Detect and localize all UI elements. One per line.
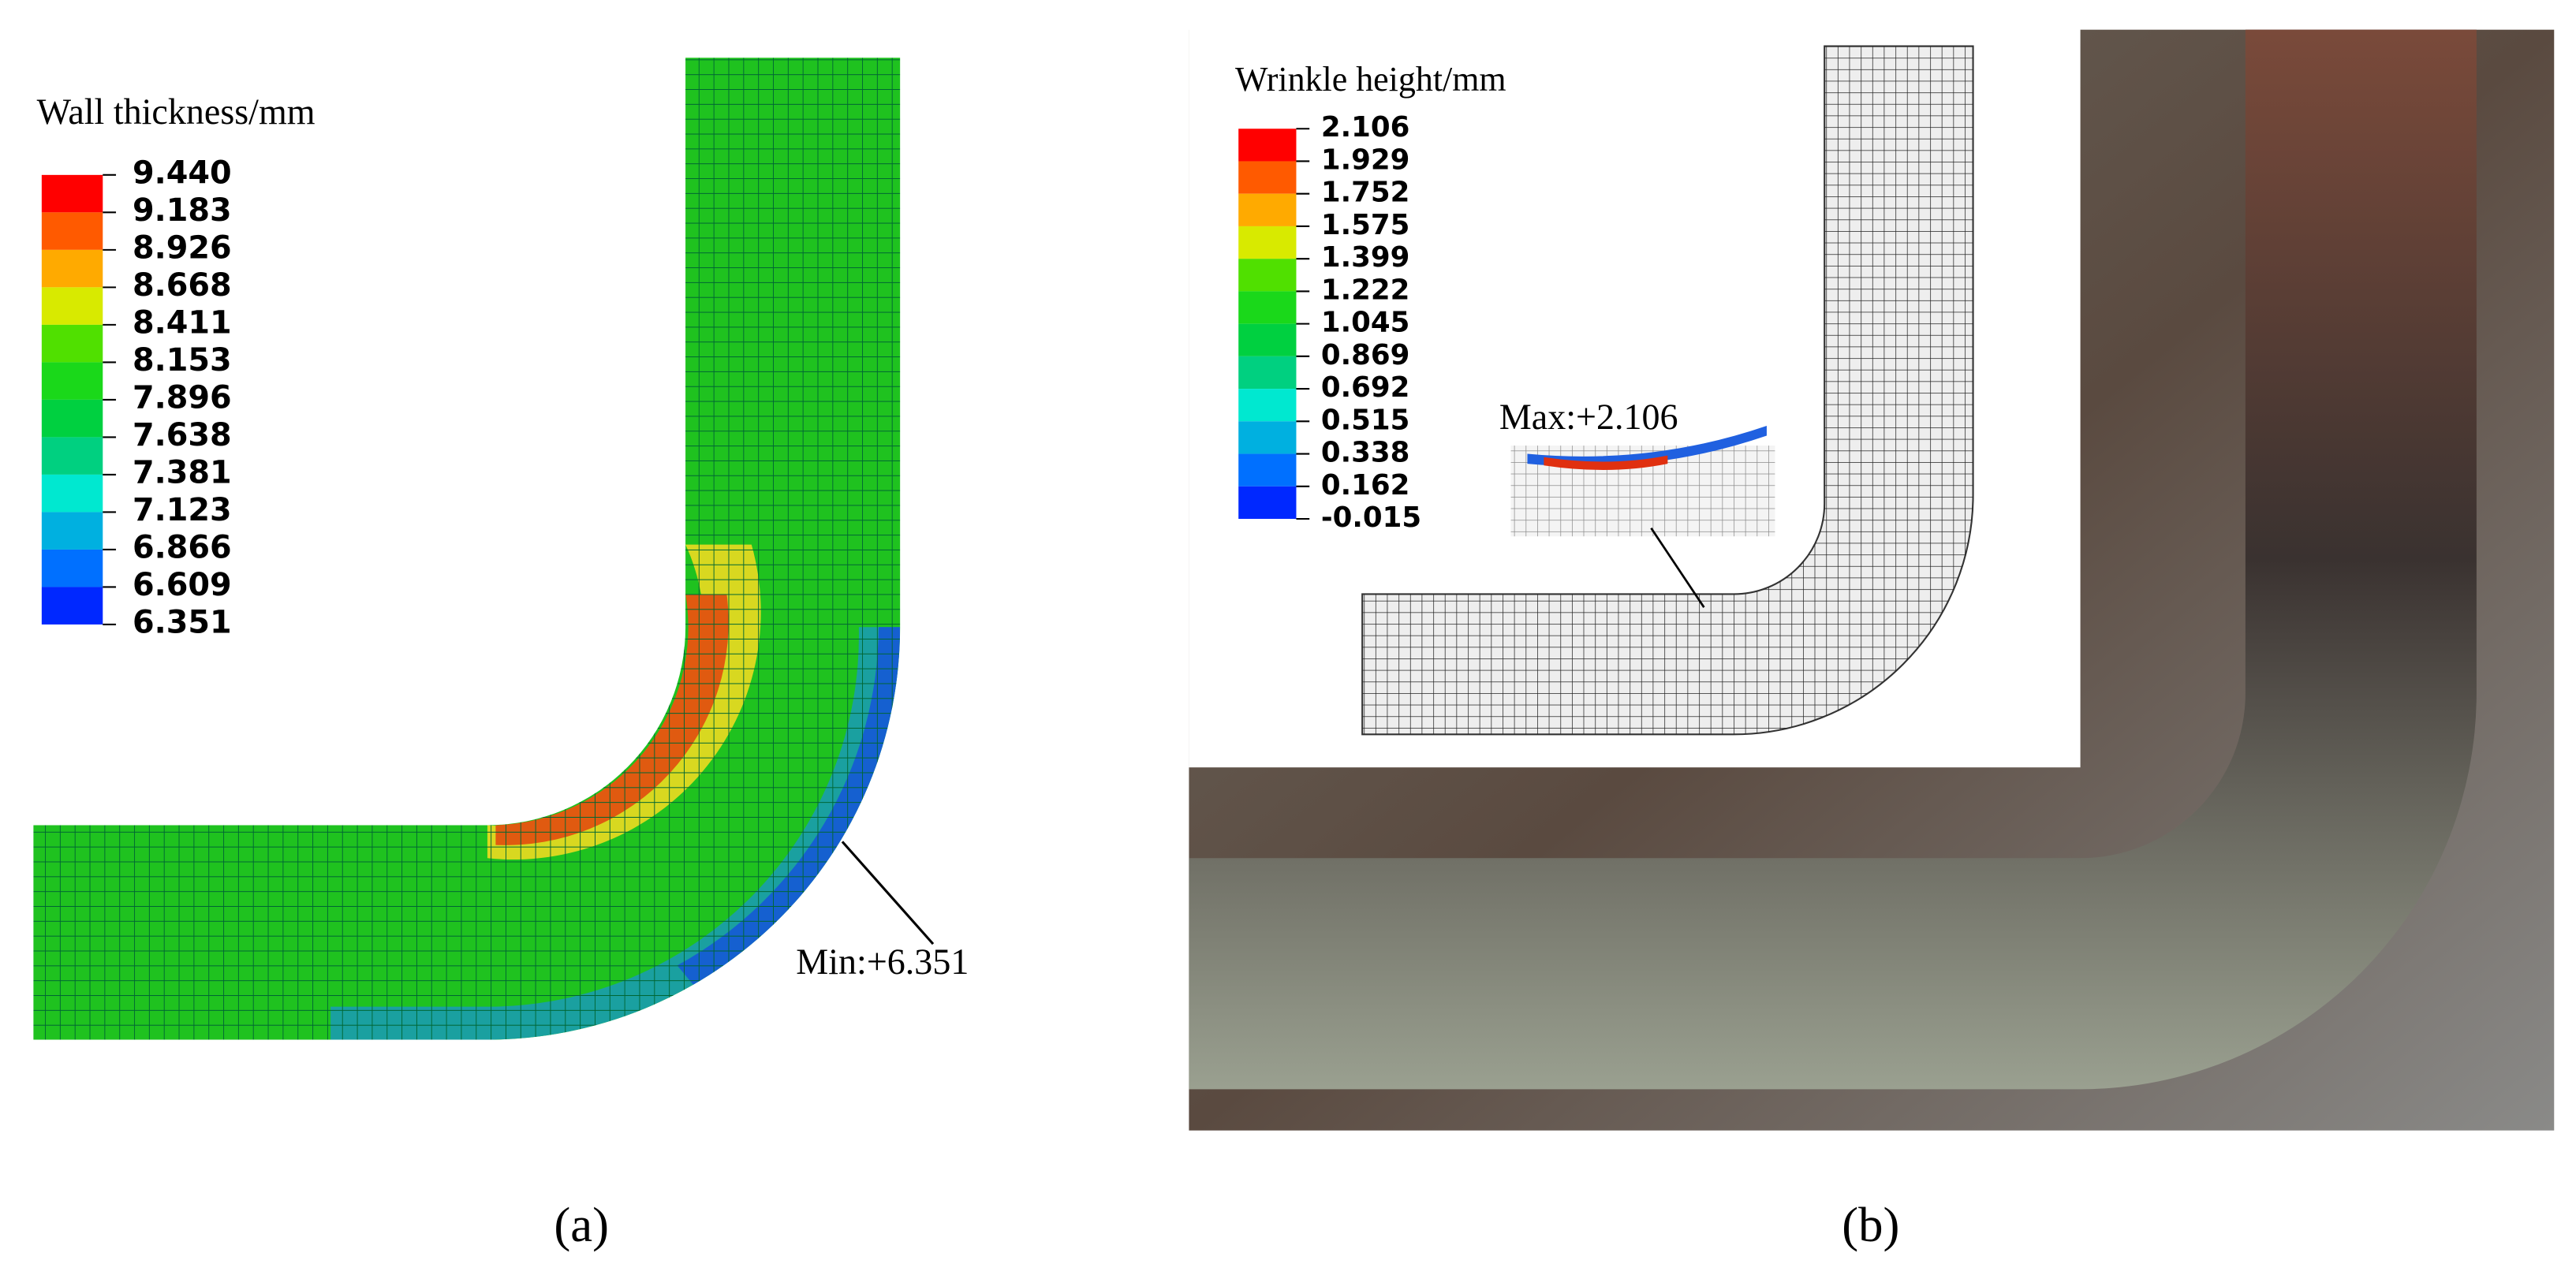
- legend-label: 8.153: [133, 342, 232, 378]
- legend-swatch: [1238, 291, 1297, 324]
- legend-label: 9.183: [133, 192, 232, 229]
- annotation: Max:+2.106: [1499, 397, 1678, 437]
- legend-swatch: [41, 399, 103, 438]
- legend-swatch: [41, 437, 103, 475]
- legend-swatch: [41, 512, 103, 550]
- legend: 2.1061.9291.7521.5751.3991.2221.0450.869…: [1238, 111, 1421, 534]
- caption: (a): [554, 1197, 609, 1252]
- legend-label: 8.668: [133, 267, 232, 304]
- legend-label: 1.575: [1321, 209, 1410, 241]
- legend-label: 7.123: [133, 492, 232, 528]
- legend-label: 0.162: [1321, 469, 1410, 502]
- legend-label: 8.411: [133, 304, 232, 341]
- annotation-leader: [841, 841, 935, 945]
- legend-swatch: [41, 324, 103, 363]
- legend-swatch: [41, 474, 103, 513]
- pipe-b: [1361, 45, 1974, 736]
- legend-swatch: [41, 362, 103, 400]
- legend-label: 1.752: [1321, 177, 1410, 209]
- legend-swatch: [1238, 259, 1297, 292]
- legend-swatch: [41, 287, 103, 325]
- legend: 9.4409.1838.9268.6688.4118.1537.8967.638…: [41, 155, 232, 640]
- legend-label: 0.692: [1321, 371, 1410, 404]
- legend-swatch: [1238, 323, 1297, 356]
- legend-label: 1.399: [1321, 241, 1410, 274]
- legend-swatch: [1238, 389, 1297, 422]
- legend-label: 6.351: [133, 604, 232, 640]
- legend-swatch: [41, 212, 103, 250]
- legend-label: -0.015: [1321, 502, 1421, 534]
- legend-swatch: [41, 174, 103, 213]
- legend-swatch: [1238, 421, 1297, 454]
- legend-label: 8.926: [133, 229, 232, 266]
- legend-swatch: [1238, 453, 1297, 487]
- annotation: Min:+6.351: [796, 942, 969, 982]
- legend-swatch: [41, 549, 103, 587]
- legend-swatch: [1238, 486, 1297, 520]
- legend-swatch: [1238, 356, 1297, 390]
- legend-label: 7.896: [133, 379, 232, 416]
- legend-label: 6.609: [133, 567, 232, 603]
- legend-label: 0.869: [1321, 339, 1410, 371]
- legend-title: Wrinkle height/mm: [1235, 60, 1506, 99]
- legend-label: 9.440: [133, 155, 232, 191]
- legend-label: 1.222: [1321, 274, 1410, 306]
- legend-label: 6.866: [133, 529, 232, 565]
- legend-label: 0.338: [1321, 437, 1410, 469]
- legend-label: 0.515: [1321, 404, 1410, 436]
- legend-label: 7.381: [133, 454, 232, 490]
- caption: (b): [1842, 1197, 1899, 1252]
- legend-label: 7.638: [133, 417, 232, 453]
- legend-swatch: [1238, 129, 1297, 162]
- legend-swatch: [1238, 161, 1297, 194]
- legend-swatch: [41, 587, 103, 625]
- legend-title: Wall thickness/mm: [37, 91, 315, 132]
- legend-swatch: [41, 249, 103, 288]
- legend-label: 2.106: [1321, 111, 1410, 144]
- legend-swatch: [1238, 226, 1297, 259]
- legend-label: 1.045: [1321, 307, 1410, 339]
- legend-label: 1.929: [1321, 144, 1410, 176]
- inset: [1510, 425, 1775, 608]
- legend-swatch: [1238, 193, 1297, 226]
